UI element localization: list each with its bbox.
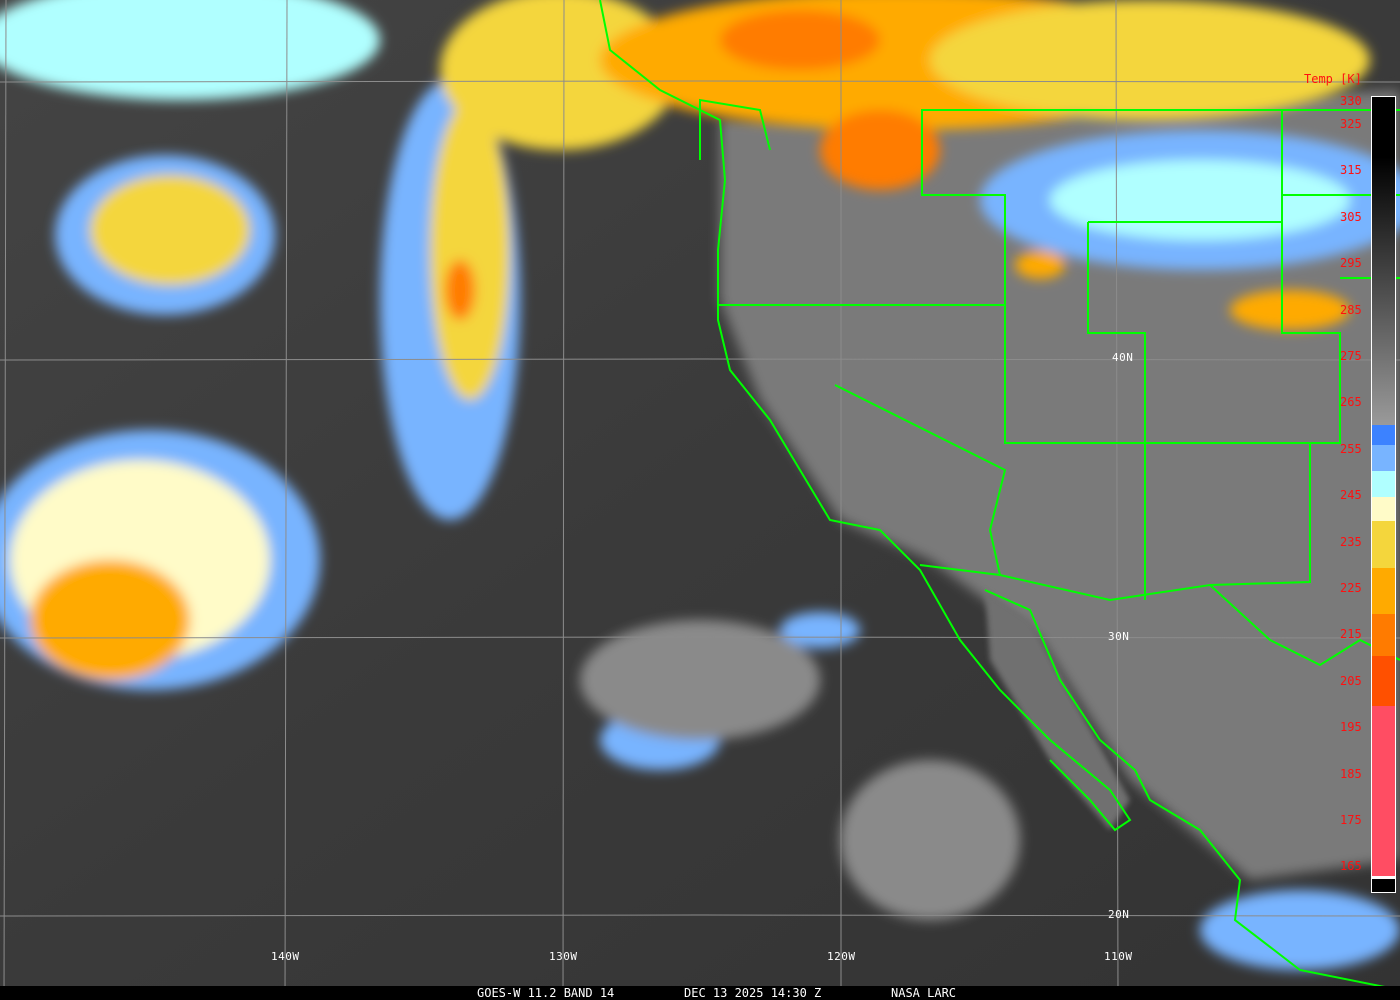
- lon-label-140w: 140W: [271, 950, 300, 963]
- colorbar-tick-label: 215: [1340, 627, 1362, 642]
- colorbar-title: Temp [K]: [1304, 72, 1362, 86]
- colorbar-tick-label: 285: [1340, 302, 1362, 317]
- colorbar-tick-label: 265: [1340, 395, 1362, 410]
- lon-label-120w: 120W: [827, 950, 856, 963]
- colorbar-tick-label: 245: [1340, 488, 1362, 503]
- lat-label-30n: 30N: [1108, 630, 1130, 643]
- caption-datetime: DEC 13 2025 14:30 Z: [684, 986, 822, 1000]
- lon-label-130w: 130W: [549, 950, 578, 963]
- colorbar-tick-label: 165: [1340, 859, 1362, 874]
- colorbar-tick-label: 295: [1340, 256, 1362, 271]
- caption-satellite-band: GOES-W 11.2 BAND 14: [477, 986, 615, 1000]
- colorbar-tick-label: 315: [1340, 163, 1362, 178]
- cloud-systems: [0, 0, 1400, 970]
- colorbar-tick-label: 225: [1340, 581, 1362, 595]
- colorbar-tick-label: 235: [1340, 534, 1362, 549]
- lat-label-20n: 20N: [1108, 908, 1130, 921]
- baja-land: [985, 590, 1130, 830]
- colorbar-tick-label: 325: [1340, 117, 1362, 131]
- caption-credit: NASA LARC: [891, 986, 957, 1000]
- image-caption: GOES-W 11.2 BAND 14 DEC 13 2025 14:30 Z …: [0, 986, 1400, 1000]
- colorbar-tick-label: 330: [1340, 94, 1362, 108]
- coastlines-and-borders: [599, 0, 1400, 991]
- colorbar-tick-label: 305: [1340, 209, 1362, 224]
- colorbar-tick-label: 275: [1340, 349, 1362, 363]
- lat-label-40n: 40N: [1112, 351, 1134, 364]
- lon-label-110w: 110W: [1104, 950, 1133, 963]
- colorbar-tick-label: 195: [1340, 720, 1362, 735]
- temperature-colorbar: [1371, 96, 1396, 893]
- colorbar-tick-label: 185: [1340, 766, 1362, 781]
- colorbar-tick-label: 205: [1340, 673, 1362, 688]
- land-area: [720, 90, 1400, 880]
- colorbar-tick-label: 255: [1340, 441, 1362, 456]
- colorbar-tick-label: 175: [1340, 813, 1362, 827]
